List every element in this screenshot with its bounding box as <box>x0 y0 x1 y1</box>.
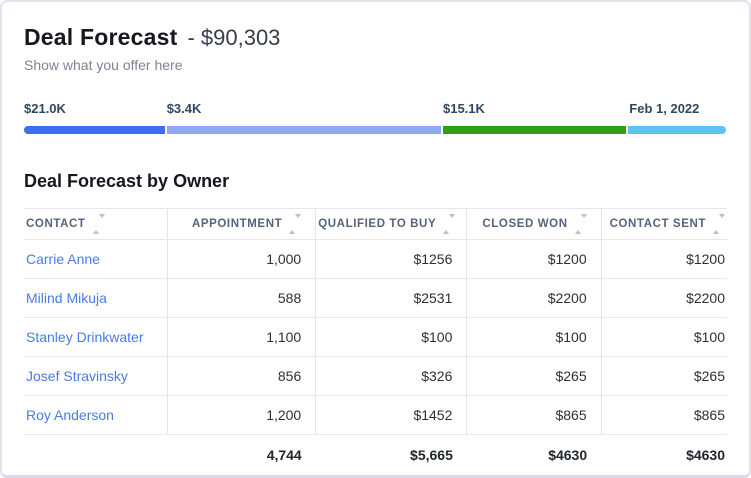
totals-closed-won: $4630 <box>548 447 588 464</box>
column-header-contact[interactable]: Contact <box>24 207 168 241</box>
stage-label-close-date: Feb 1, 2022 <box>629 101 700 116</box>
column-header-qualified-to-buy[interactable]: Qualified to Buy <box>315 207 467 241</box>
contact-cell: Stanley Drinkwater <box>24 317 168 358</box>
qualified-to-buy-cell: $2531 <box>315 278 467 319</box>
contact-link[interactable]: Roy Anderson <box>26 407 114 424</box>
sort-icon[interactable] <box>443 214 456 234</box>
contact-sent-cell: $100 <box>600 317 727 358</box>
column-header-label: Contact Sent <box>609 218 706 231</box>
column-header-appointment[interactable]: Appointment <box>166 207 316 241</box>
stage-label-closed-won: $15.1K <box>442 101 485 116</box>
table-row: Josef Stravinsky 856 $326 $265 $265 <box>24 356 727 397</box>
contact-link[interactable]: Carrie Anne <box>26 251 100 268</box>
contact-sent-cell: $865 <box>600 395 727 436</box>
sort-icon[interactable] <box>574 214 587 234</box>
appointment-cell: 1,000 <box>166 239 316 280</box>
column-header-label: Appointment <box>191 218 283 231</box>
contact-cell: Roy Anderson <box>24 395 168 436</box>
contact-link[interactable]: Milind Mikuja <box>26 290 107 307</box>
contact-cell: Carrie Anne <box>24 239 168 280</box>
totals-contact-sent: $4630 <box>686 447 725 464</box>
closed-won-cell: $265 <box>466 356 602 397</box>
table-row: Milind Mikuja 588 $2531 $2200 $2200 <box>24 278 727 319</box>
closed-won-cell: $2200 <box>466 278 602 319</box>
deal-forecast-table: Contact Appointment Qualified to Buy Clo… <box>24 207 727 475</box>
sort-icon[interactable] <box>289 214 302 234</box>
closed-won-cell: $865 <box>466 395 602 436</box>
contact-sent-cell: $265 <box>600 356 727 397</box>
stage-label-qualified-to-buy: $3.4K <box>166 101 202 116</box>
appointment-cell: 856 <box>166 356 316 397</box>
contact-cell: Josef Stravinsky <box>24 356 168 397</box>
contact-sent-cell: $2200 <box>600 278 727 319</box>
stage-progress-bar <box>24 126 727 134</box>
totals-empty-cell <box>24 435 167 475</box>
stage-segment-closed-won[interactable] <box>443 126 627 134</box>
appointment-cell: 588 <box>166 278 316 319</box>
sort-icon[interactable] <box>713 214 725 234</box>
table-row: Stanley Drinkwater 1,100 $100 $100 $100 <box>24 317 727 358</box>
stage-segment-appointment[interactable] <box>24 126 166 134</box>
card-header: Deal Forecast - $90,303 <box>24 24 727 51</box>
sort-icon[interactable] <box>92 214 105 234</box>
stage-labels: $21.0K $3.4K $15.1K Feb 1, 2022 <box>24 101 727 119</box>
qualified-to-buy-cell: $100 <box>315 317 467 358</box>
stage-segment-close-date[interactable] <box>628 126 726 134</box>
stage-label-appointment: $21.0K <box>24 101 66 116</box>
totals-qualified-to-buy: $5,665 <box>410 447 453 464</box>
qualified-to-buy-cell: $326 <box>315 356 467 397</box>
qualified-to-buy-cell: $1452 <box>315 395 467 436</box>
column-header-contact-sent[interactable]: Contact Sent <box>600 207 727 241</box>
contact-sent-cell: $1200 <box>600 239 727 280</box>
page-subtitle: Show what you offer here <box>24 57 183 73</box>
table-row: Carrie Anne 1,000 $1256 $1200 $1200 <box>24 239 727 280</box>
stage-segment-qualified-to-buy[interactable] <box>167 126 442 134</box>
forecast-total-amount: - $90,303 <box>187 25 281 50</box>
totals-appointment: 4,744 <box>266 447 302 464</box>
closed-won-cell: $100 <box>466 317 602 358</box>
forecast-stage-bar: $21.0K $3.4K $15.1K Feb 1, 2022 <box>24 101 727 141</box>
table-row: Roy Anderson 1,200 $1452 $865 $865 <box>24 395 727 436</box>
column-header-label: Closed Won <box>482 218 568 231</box>
appointment-cell: 1,100 <box>166 317 316 358</box>
column-header-closed-won[interactable]: Closed Won <box>466 207 602 241</box>
table-header-row: Contact Appointment Qualified to Buy Clo… <box>24 207 727 241</box>
contact-cell: Milind Mikuja <box>24 278 168 319</box>
section-title: Deal Forecast by Owner <box>24 171 230 191</box>
contact-link[interactable]: Josef Stravinsky <box>26 368 128 385</box>
page-title: Deal Forecast <box>24 24 178 50</box>
closed-won-cell: $1200 <box>466 239 602 280</box>
table-totals-row: 4,744 $5,665 $4630 $4630 <box>24 435 727 475</box>
qualified-to-buy-cell: $1256 <box>315 239 467 280</box>
column-header-label: Contact <box>26 218 86 231</box>
contact-link[interactable]: Stanley Drinkwater <box>26 329 144 346</box>
appointment-cell: 1,200 <box>166 395 316 436</box>
column-header-label: Qualified to Buy <box>318 218 437 231</box>
